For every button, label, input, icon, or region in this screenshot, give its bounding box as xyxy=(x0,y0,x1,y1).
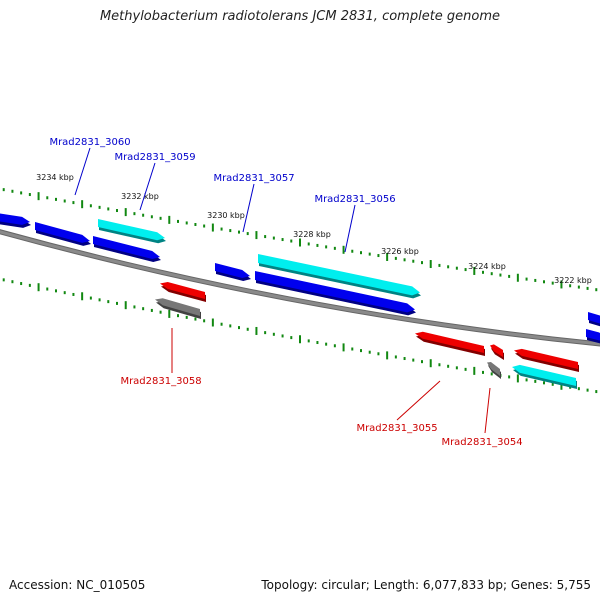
gene-11 xyxy=(415,331,484,353)
gene-label: Mrad2831_3059 xyxy=(114,152,195,163)
gene-label-leader xyxy=(139,162,156,211)
gene-label: Mrad2831_3056 xyxy=(314,194,395,205)
gene-label: Mrad2831_3057 xyxy=(213,173,294,184)
gene-label-leader xyxy=(396,380,441,421)
tick-label: 3228 kbp xyxy=(293,230,331,239)
genome-summary: Topology: circular; Length: 6,077,833 bp… xyxy=(261,578,591,592)
gene-label-leader xyxy=(484,387,491,434)
tick-label: 3222 kbp xyxy=(554,276,592,285)
gene-1 xyxy=(35,222,90,243)
gene-label-leader xyxy=(344,204,356,253)
gene-3 xyxy=(93,236,160,260)
gene-15 xyxy=(512,364,576,386)
gene-6 xyxy=(255,271,415,313)
gene-label: Mrad2831_3060 xyxy=(49,137,130,148)
gene-13 xyxy=(487,362,500,376)
tick-label: 3224 kbp xyxy=(468,262,506,271)
gene-9 xyxy=(160,282,205,299)
tick-label: 3234 kbp xyxy=(36,173,74,182)
tick-label: 3232 kbp xyxy=(121,192,159,201)
gene-5 xyxy=(258,254,420,296)
gene-7 xyxy=(588,312,600,324)
gene-10 xyxy=(155,298,200,316)
gene-label-leader xyxy=(74,147,91,196)
gene-8 xyxy=(586,329,600,341)
gene-0 xyxy=(0,213,30,225)
gene-12 xyxy=(490,344,503,357)
gene-2 xyxy=(98,219,165,241)
tick-label: 3230 kbp xyxy=(207,211,245,220)
gene-14 xyxy=(514,348,578,369)
gene-label: Mrad2831_3058 xyxy=(120,376,201,387)
gene-label-leader xyxy=(242,183,255,233)
gene-label: Mrad2831_3054 xyxy=(441,437,522,448)
genome-backbone-highlight xyxy=(0,230,600,346)
accession-label: Accession: NC_010505 xyxy=(9,578,146,592)
tick-label: 3226 kbp xyxy=(381,247,419,256)
gene-4 xyxy=(215,263,250,279)
gene-label: Mrad2831_3055 xyxy=(356,423,437,434)
map-title: Methylobacterium radiotolerans JCM 2831,… xyxy=(99,9,501,24)
